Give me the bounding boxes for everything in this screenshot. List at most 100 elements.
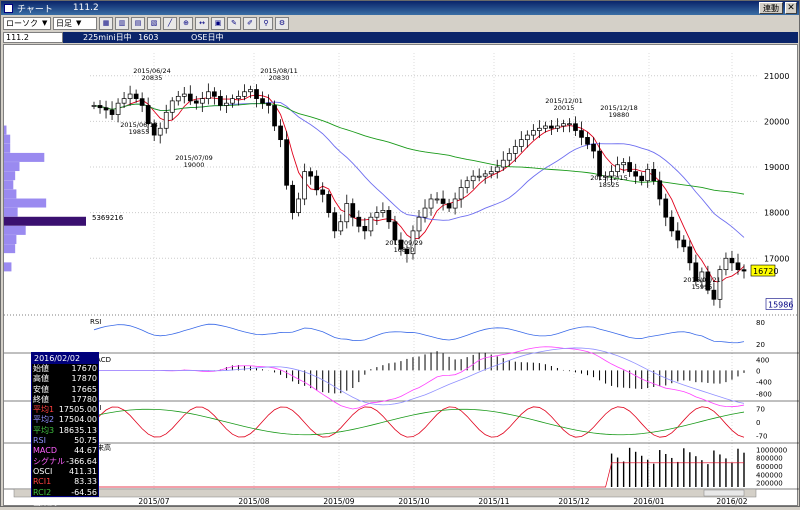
link-button[interactable]: 連動 — [759, 2, 783, 14]
candle-body — [199, 98, 205, 104]
candle-body — [272, 105, 277, 127]
x-axis-label: 2015/10 — [398, 497, 429, 506]
candle-body — [458, 187, 464, 200]
macd-signal-line — [94, 347, 745, 406]
candle-type-dropdown[interactable]: ローソク ▼ — [3, 16, 51, 30]
pen-icon[interactable]: ✎ — [227, 16, 241, 30]
period-value: 日足 — [56, 18, 72, 28]
search-icon[interactable]: ⚲ — [259, 16, 273, 30]
data-panel-key: MACD — [33, 446, 57, 456]
candle-body — [97, 105, 103, 109]
candle-body — [741, 269, 747, 272]
candle-body — [711, 289, 717, 300]
candle-body — [633, 171, 639, 177]
data-panel-key: シグナル — [33, 456, 65, 466]
annotation-value: 19000 — [184, 161, 205, 169]
title-bar[interactable]: チャート 111.2 連動 ✕ — [1, 1, 799, 15]
candle-body — [434, 198, 440, 201]
annotation-date: 2015/06/24 — [133, 67, 170, 75]
candle-body — [133, 93, 139, 99]
macd-line — [94, 346, 745, 410]
volume-profile-bar — [4, 125, 7, 135]
chart-area[interactable]: 5369216 2015/06/24 20835 2015/06/18 19855 20… — [3, 44, 799, 507]
erase-icon[interactable]: ✐ — [243, 16, 257, 30]
data-panel-row: 平均2 17504.00 — [32, 415, 98, 425]
data-panel-value: -366.64 — [66, 456, 97, 466]
candle-body — [579, 130, 584, 138]
candle-body — [109, 109, 115, 115]
data-panel-value: 411.31 — [69, 466, 97, 476]
last-price-label: 16720 — [753, 267, 778, 276]
candle-body — [428, 198, 434, 209]
last-price-badge — [750, 264, 776, 277]
annotation-value: 15995 — [692, 283, 713, 291]
candle-body — [609, 171, 614, 177]
panel-label-volume: 出来高 — [90, 443, 111, 452]
data-panel-value: 17780 — [71, 394, 97, 404]
candle-body — [151, 123, 157, 136]
candle-body — [518, 139, 524, 147]
volume-ma-line — [94, 462, 744, 488]
bar-icon[interactable]: ▥ — [115, 16, 129, 30]
panel-tick-label: 400 — [756, 356, 769, 364]
symbol-name: 225mini日中 — [83, 33, 132, 42]
settings-icon[interactable]: ⚙ — [275, 16, 289, 30]
price-tick-label: 19000 — [764, 163, 789, 172]
candle-body — [218, 95, 223, 106]
x-axis-label: 2015/12 — [558, 497, 589, 506]
candle-body — [374, 212, 380, 218]
data-panel-value: 50.75 — [74, 436, 97, 446]
candle-body — [543, 125, 548, 129]
candle-body — [494, 166, 500, 172]
volume-profile-bar — [4, 143, 11, 153]
candle-type-value: ローソク — [6, 18, 38, 28]
chart-type-icon[interactable]: ▦ — [99, 16, 113, 30]
horizontal-scrollbar[interactable] — [13, 488, 757, 498]
annotation-value: 18525 — [599, 181, 620, 189]
volume-profile-bar — [4, 152, 45, 162]
candle-body — [488, 171, 494, 175]
annotation-date: 2015/09/29 — [385, 239, 422, 247]
candle-body — [127, 93, 133, 99]
trendline-icon[interactable]: ╱ — [163, 16, 177, 30]
data-panel-key: RCI2 — [33, 487, 52, 497]
volume-icon[interactable]: ▤ — [131, 16, 145, 30]
toolbar: ローソク ▼ 日足 ▼ ▦ ▥ ▤ ▧ ╱ ⊕ ↔ ▣ ✎ ✐ ⚲ ⚙ — [1, 15, 799, 31]
candle-body — [717, 269, 723, 300]
data-panel-row: OSCI 411.31 — [32, 467, 98, 477]
candle-body — [404, 248, 410, 255]
candle-body — [320, 189, 326, 195]
scrollbar-thumb[interactable] — [703, 489, 745, 497]
panel-tick-label: 800000 — [756, 455, 783, 463]
candle-body — [591, 143, 596, 152]
symbol-code-field[interactable]: 111.2 — [3, 32, 63, 43]
price-tick-label: 17000 — [764, 254, 789, 263]
candle-body — [723, 257, 729, 271]
candle-body — [512, 146, 518, 154]
data-panel-row: 高値 17870 — [32, 374, 98, 384]
print-icon[interactable]: ▣ — [211, 16, 225, 30]
candle-body — [524, 134, 530, 141]
data-panel-value: 44.67 — [74, 446, 97, 456]
candle-body — [506, 153, 512, 161]
candle-body — [482, 173, 488, 177]
zoom-icon[interactable]: ⊕ — [179, 16, 193, 30]
period-dropdown[interactable]: 日足 ▼ — [53, 16, 97, 30]
candle-body — [621, 162, 626, 166]
candle-body — [362, 225, 368, 232]
scroll-icon[interactable]: ↔ — [195, 16, 209, 30]
data-panel-value: 83.33 — [74, 477, 97, 487]
close-icon[interactable]: ✕ — [785, 2, 797, 14]
indicator-icon[interactable]: ▧ — [147, 16, 161, 30]
candle-body — [254, 89, 259, 99]
panel-tick-label: 200000 — [756, 480, 783, 488]
candle-body — [675, 230, 681, 241]
chart-svg[interactable]: 5369216 2015/06/24208352015/06/181985520… — [4, 45, 799, 507]
candle-body — [561, 123, 566, 127]
data-panel-key: RSI — [33, 436, 46, 446]
panel-tick-label: 70 — [756, 406, 765, 414]
data-panel-row: シグナル -366.64 — [32, 457, 98, 467]
candle-body — [422, 207, 428, 218]
price-tick-label: 18000 — [764, 209, 789, 218]
